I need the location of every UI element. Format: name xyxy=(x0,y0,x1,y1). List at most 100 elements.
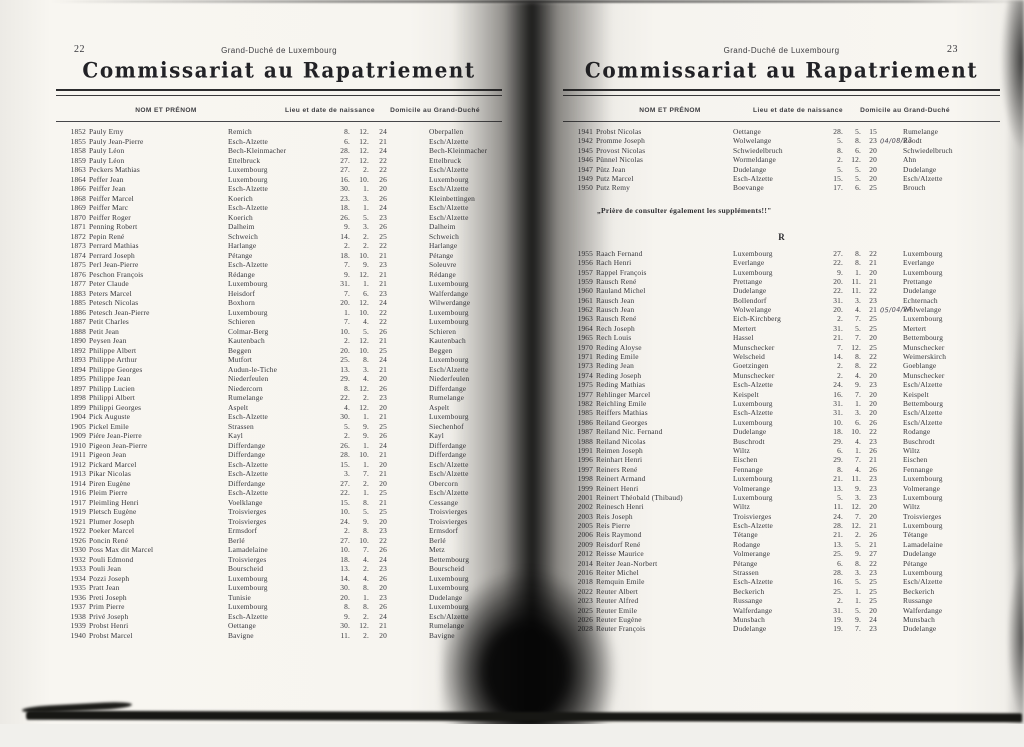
row-y: 20 xyxy=(869,389,877,399)
row-d: 31. xyxy=(833,408,843,418)
register-rows-p: 1941Probst NicolasOettange28.5.15Rumelan… xyxy=(563,127,1000,193)
row-y: 25 xyxy=(869,323,877,333)
page-right: 23 Grand-Duché de Luxembourg Commissaria… xyxy=(563,36,1000,634)
row-m: 7. xyxy=(363,545,369,554)
row-dom: Buschrodt xyxy=(903,436,935,446)
handwritten-annotation xyxy=(880,622,900,623)
row-num: 1910 xyxy=(70,440,86,450)
table-row: 1988Reiland NicolasBuschrodt29.4.23Busch… xyxy=(563,437,1000,446)
handwritten-annotation xyxy=(880,424,900,425)
handwritten-annotation xyxy=(880,612,900,613)
row-num: 1869 xyxy=(70,203,86,212)
row-name: Reisdorf René xyxy=(596,539,641,549)
row-name: Probst Henri xyxy=(89,621,129,630)
column-headers: NOM ET PRÉNOM Lieu et date de naissance … xyxy=(563,104,1000,119)
row-name: Pünnel Nicolas xyxy=(596,155,644,165)
handwritten-annotation xyxy=(390,494,426,495)
handwritten-annotation xyxy=(390,380,426,381)
row-birth: Everlange xyxy=(733,258,765,268)
row-name: Reding Joseph xyxy=(596,370,642,380)
handwritten-annotation xyxy=(880,546,900,547)
row-d: 18. xyxy=(340,203,350,212)
handwritten-annotation xyxy=(390,532,426,533)
row-d: 21. xyxy=(833,474,843,484)
row-name: Reuter Alfred xyxy=(596,596,639,606)
row-d: 3. xyxy=(344,469,350,478)
row-dom: Luxembourg xyxy=(903,492,943,502)
handwritten-annotation xyxy=(880,359,900,360)
page-title: Commissariat au Rapatriement xyxy=(584,57,979,83)
row-y: 23 xyxy=(869,136,877,146)
row-num: 1858 xyxy=(70,146,86,155)
row-m: 1. xyxy=(855,267,861,277)
table-row: 1890 Peysen Jean Kautenbach 2. 12. 21 Kautenba… xyxy=(56,336,502,346)
handwritten-annotation xyxy=(880,387,900,388)
row-m: 8. xyxy=(363,497,369,507)
row-birth: Esch-Alzette xyxy=(228,611,268,621)
row-m: 2. xyxy=(855,530,861,540)
row-birth: Heisdorf xyxy=(228,288,256,298)
row-y: 20 xyxy=(869,511,877,521)
handwritten-annotation xyxy=(880,265,900,266)
row-birth: Walferdange xyxy=(733,605,773,615)
row-birth: Luxembourg xyxy=(228,307,268,317)
row-m: 7. xyxy=(855,314,861,324)
row-y: 23 xyxy=(379,212,387,222)
row-d: 10. xyxy=(340,326,350,336)
row-num: 1894 xyxy=(70,364,86,374)
row-dom: Pétange xyxy=(903,558,928,568)
row-name: Reinert Théobald (Thibaud) xyxy=(596,492,683,502)
row-d: 25. xyxy=(833,586,843,596)
handwritten-annotation xyxy=(390,409,426,410)
table-row: 2028Reuter FrançoisDudelange19.7.23Dudel… xyxy=(563,624,1000,633)
row-m: 12. xyxy=(359,402,369,412)
row-birth: Tunisie xyxy=(228,592,251,602)
row-name: Piren Eugène xyxy=(89,478,131,488)
row-y: 26 xyxy=(869,417,877,427)
row-m: 9. xyxy=(855,614,861,624)
row-birth: Harlange xyxy=(228,241,257,250)
row-y: 26 xyxy=(379,174,387,184)
row-y: 26 xyxy=(379,383,387,393)
row-birth: Russange xyxy=(733,596,763,606)
row-m: 12. xyxy=(851,521,861,531)
row-name: Reiland Nic. Fernand xyxy=(596,427,663,437)
row-y: 22 xyxy=(379,307,387,317)
row-name: Reiter Jean-Norbert xyxy=(596,558,658,568)
row-m: 3. xyxy=(855,295,861,305)
row-m: 3. xyxy=(855,492,861,502)
table-row: 1886 Petesch Jean-Pierre Luxembourg 1. 10. 22… xyxy=(56,308,502,318)
row-d: 22. xyxy=(833,286,843,296)
row-m: 6. xyxy=(855,183,861,193)
handwritten-annotation xyxy=(880,434,900,435)
row-m: 1. xyxy=(363,412,369,421)
row-birth: Oettange xyxy=(733,127,761,136)
row-birth: Differdange xyxy=(228,440,266,450)
row-d: 28. xyxy=(340,146,350,155)
row-d: 20. xyxy=(833,305,843,315)
row-y: 22 xyxy=(869,248,877,258)
row-m: 12. xyxy=(359,336,369,345)
row-name: Rausch René xyxy=(596,276,637,286)
row-name: Pleimling Henri xyxy=(89,497,139,507)
row-m: 2. xyxy=(363,478,369,488)
table-row: 1897 Philipp Lucien Niedercorn 8. 12. 26 Diffe… xyxy=(56,384,502,394)
row-name: Pauly Jean-Pierre xyxy=(89,136,144,146)
row-y: 25 xyxy=(379,421,387,431)
row-dom: Troisvierges xyxy=(429,516,468,526)
handwritten-annotation xyxy=(390,190,426,191)
table-row: 2014Reiter Jean-NorbertPétange6.8.22Péta… xyxy=(563,559,1000,568)
handwritten-annotation xyxy=(390,152,426,153)
row-dom: Luxembourg xyxy=(903,267,943,277)
row-y: 20 xyxy=(869,164,877,174)
row-m: 8. xyxy=(363,583,369,592)
row-m: 12. xyxy=(359,146,369,155)
row-name: Philipp Lucien xyxy=(89,383,135,393)
row-name: Perrard Joseph xyxy=(89,250,135,260)
row-birth: Troisvierges xyxy=(228,554,267,564)
handwritten-annotation xyxy=(390,228,426,229)
row-dom: Munschecker xyxy=(903,370,945,380)
table-row: 1877 Peter Claude Luxembourg 31. 1. 21 Luxembo… xyxy=(56,279,502,289)
